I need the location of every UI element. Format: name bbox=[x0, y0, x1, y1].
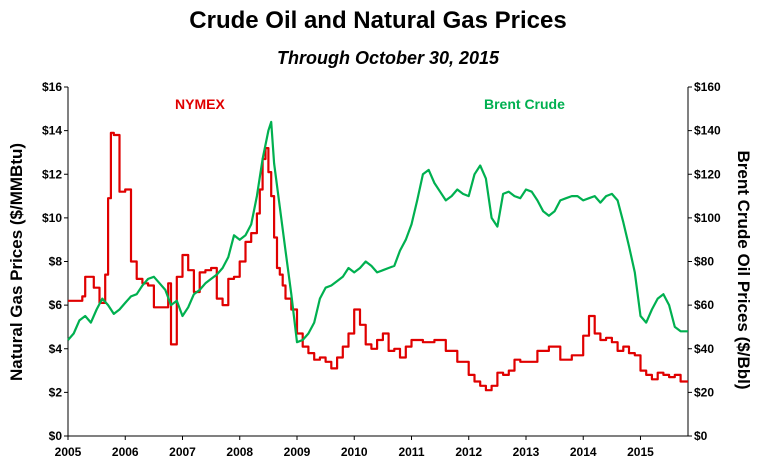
y-right-tick-label: $40 bbox=[694, 342, 714, 356]
x-tick-label: 2015 bbox=[627, 445, 654, 459]
chart-subtitle: Through October 30, 2015 bbox=[277, 48, 500, 68]
y-left-tick-label: $14 bbox=[42, 124, 62, 138]
x-tick-label: 2014 bbox=[570, 445, 597, 459]
y-left-axis-title: Natural Gas Prices ($/MMBtu) bbox=[7, 143, 26, 381]
y-right-tick-label: $60 bbox=[694, 298, 714, 312]
series-label-nymex: NYMEX bbox=[175, 96, 225, 112]
x-tick-label: 2012 bbox=[455, 445, 482, 459]
x-tick-label: 2006 bbox=[112, 445, 139, 459]
chart-title: Crude Oil and Natural Gas Prices bbox=[189, 7, 566, 34]
x-tick-label: 2007 bbox=[169, 445, 196, 459]
x-tick-label: 2005 bbox=[55, 445, 82, 459]
series-lines bbox=[67, 120, 688, 392]
y-right-tick-label: $20 bbox=[694, 385, 714, 399]
y-right-tick-label: $0 bbox=[694, 429, 708, 443]
y-left-tick-label: $16 bbox=[42, 80, 62, 94]
y-left-tick-label: $0 bbox=[49, 429, 63, 443]
y-left-tick-label: $12 bbox=[42, 167, 62, 181]
x-tick-label: 2009 bbox=[284, 445, 311, 459]
y-right-tick-label: $80 bbox=[694, 255, 714, 269]
y-left-tick-label: $8 bbox=[49, 255, 63, 269]
y-right-axis-title: Brent Crude Oil Prices ($/Bbl) bbox=[734, 151, 753, 390]
y-right-tick-label: $160 bbox=[694, 80, 721, 94]
series-line-nymex bbox=[68, 131, 688, 392]
x-tick-label: 2011 bbox=[398, 445, 424, 459]
plot-axes bbox=[64, 86, 692, 440]
tick-labels: $0 $2 $4 $6 $8 $10 $12 $14 $16 $0 $20 $40 $60 $80 $100… bbox=[42, 80, 721, 459]
series-line-brent bbox=[67, 120, 688, 344]
y-right-tick-label: $120 bbox=[694, 167, 721, 181]
x-tick-label: 2008 bbox=[226, 445, 253, 459]
y-left-tick-label: $6 bbox=[49, 298, 63, 312]
x-tick-label: 2013 bbox=[513, 445, 540, 459]
x-tick-label: 2010 bbox=[341, 445, 368, 459]
y-left-tick-label: $10 bbox=[42, 211, 62, 225]
y-right-tick-label: $100 bbox=[694, 211, 721, 225]
y-right-tick-label: $140 bbox=[694, 124, 721, 138]
y-left-tick-label: $4 bbox=[49, 342, 63, 356]
y-left-tick-label: $2 bbox=[49, 385, 63, 399]
series-label-brent: Brent Crude bbox=[484, 96, 565, 112]
